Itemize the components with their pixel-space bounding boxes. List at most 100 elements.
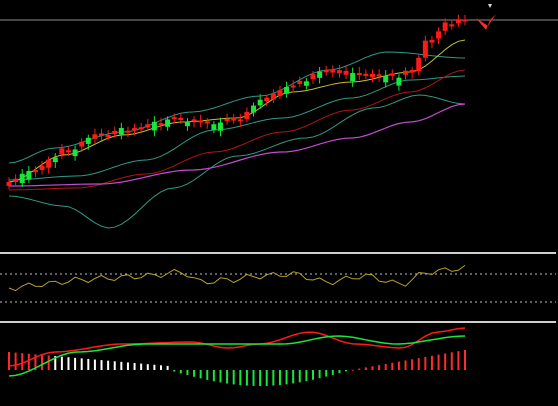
macd-histogram-bar[interactable] [424, 356, 427, 370]
candle-body[interactable] [138, 127, 144, 130]
macd-histogram-bar[interactable] [364, 367, 367, 370]
bollinger-lower-line[interactable] [8, 94, 466, 229]
macd-histogram-bar[interactable] [259, 370, 262, 386]
macd-histogram-bar[interactable] [318, 370, 321, 379]
macd-histogram-bar[interactable] [391, 362, 394, 370]
candle-body[interactable] [429, 39, 435, 43]
candle-body[interactable] [231, 117, 237, 121]
macd-histogram-bar[interactable] [245, 370, 248, 386]
candle-body[interactable] [297, 80, 303, 84]
macd-histogram-bar[interactable] [146, 364, 149, 370]
candle-body[interactable] [363, 73, 369, 76]
candle-body[interactable] [46, 159, 52, 168]
candle-body[interactable] [26, 170, 32, 180]
macd-histogram-bar[interactable] [212, 370, 215, 382]
macd-histogram-bar[interactable] [126, 362, 129, 370]
macd-histogram-bar[interactable] [179, 370, 182, 374]
candle-body[interactable] [65, 150, 71, 153]
candle-body[interactable] [178, 118, 184, 121]
macd-histogram-bar[interactable] [113, 361, 116, 370]
candle-body[interactable] [132, 128, 138, 131]
macd-histogram-bar[interactable] [206, 370, 209, 380]
candle-body[interactable] [99, 133, 105, 136]
candle-body[interactable] [52, 157, 58, 163]
macd-histogram-bar[interactable] [186, 370, 189, 376]
candle-body[interactable] [323, 70, 329, 73]
macd-histogram-bar[interactable] [285, 370, 288, 385]
candle-body[interactable] [436, 31, 442, 39]
macd-histogram-bar[interactable] [331, 370, 334, 375]
candle-body[interactable] [184, 122, 190, 127]
candle-body[interactable] [264, 97, 270, 102]
macd-histogram-bar[interactable] [60, 356, 63, 370]
macd-histogram-bar[interactable] [232, 370, 235, 385]
long-moving-average-line[interactable] [9, 103, 466, 187]
macd-histogram-bar[interactable] [378, 365, 381, 370]
oscillator-line[interactable] [8, 264, 466, 292]
macd-histogram-bar[interactable] [371, 366, 374, 370]
macd-histogram-bar[interactable] [450, 352, 453, 370]
macd-histogram-bar[interactable] [351, 369, 354, 371]
macd-histogram-bar[interactable] [278, 370, 281, 386]
macd-histogram-bar[interactable] [100, 360, 103, 370]
macd-pane[interactable] [8, 327, 466, 386]
candle-body[interactable] [455, 19, 461, 24]
candle-body[interactable] [85, 137, 91, 144]
candle-body[interactable] [350, 72, 356, 82]
macd-histogram-bar[interactable] [358, 368, 361, 370]
macd-histogram-bar[interactable] [384, 363, 387, 370]
macd-histogram-bar[interactable] [193, 370, 196, 377]
pane-separator[interactable] [0, 321, 556, 323]
bollinger-upper-line[interactable] [8, 51, 466, 164]
candle-body[interactable] [356, 72, 362, 75]
candle-body[interactable] [145, 124, 151, 128]
macd-histogram-bar[interactable] [120, 361, 123, 370]
candle-body[interactable] [171, 117, 177, 120]
candle-body[interactable] [317, 71, 323, 78]
candle-body[interactable] [303, 81, 309, 86]
candle-body[interactable] [389, 73, 395, 76]
candle-body[interactable] [39, 165, 45, 171]
macd-histogram-bar[interactable] [305, 370, 308, 382]
macd-histogram-bar[interactable] [21, 353, 24, 370]
macd-histogram-bar[interactable] [80, 358, 83, 370]
macd-histogram-bar[interactable] [153, 364, 156, 370]
candle-body[interactable] [237, 119, 243, 122]
candle-body[interactable] [244, 111, 250, 120]
candle-body[interactable] [403, 70, 409, 75]
macd-histogram-bar[interactable] [239, 370, 242, 386]
macd-histogram-bar[interactable] [411, 359, 414, 370]
macd-histogram-bar[interactable] [444, 353, 447, 370]
candle-body[interactable] [198, 120, 204, 123]
macd-histogram-bar[interactable] [34, 354, 37, 370]
macd-histogram-bar[interactable] [397, 361, 400, 370]
macd-histogram-bar[interactable] [140, 363, 143, 370]
candle-body[interactable] [151, 121, 157, 131]
signal-arrow-icon[interactable] [476, 14, 496, 30]
macd-histogram-bar[interactable] [14, 352, 17, 370]
candle-body[interactable] [330, 70, 336, 73]
candle-body[interactable] [204, 121, 210, 124]
candle-body[interactable] [251, 105, 257, 113]
candle-body[interactable] [409, 69, 415, 73]
candle-body[interactable] [112, 130, 118, 135]
candle-body[interactable] [105, 134, 111, 137]
candle-body[interactable] [422, 40, 428, 58]
candle-body[interactable] [270, 93, 276, 100]
candle-body[interactable] [462, 19, 468, 22]
macd-signal-line[interactable] [8, 335, 466, 377]
candle-body[interactable] [336, 70, 342, 74]
candle-body[interactable] [376, 74, 382, 77]
candle-body[interactable] [442, 22, 448, 31]
macd-histogram-bar[interactable] [345, 370, 348, 372]
macd-histogram-bar[interactable] [74, 357, 77, 370]
macd-histogram-bar[interactable] [199, 370, 202, 379]
price-pane[interactable] [0, 4, 558, 229]
macd-histogram-bar[interactable] [226, 370, 229, 384]
macd-histogram-bar[interactable] [87, 358, 90, 370]
macd-histogram-bar[interactable] [67, 357, 70, 370]
macd-line[interactable] [8, 327, 466, 367]
candle-body[interactable] [125, 130, 131, 133]
macd-histogram-bar[interactable] [404, 360, 407, 370]
